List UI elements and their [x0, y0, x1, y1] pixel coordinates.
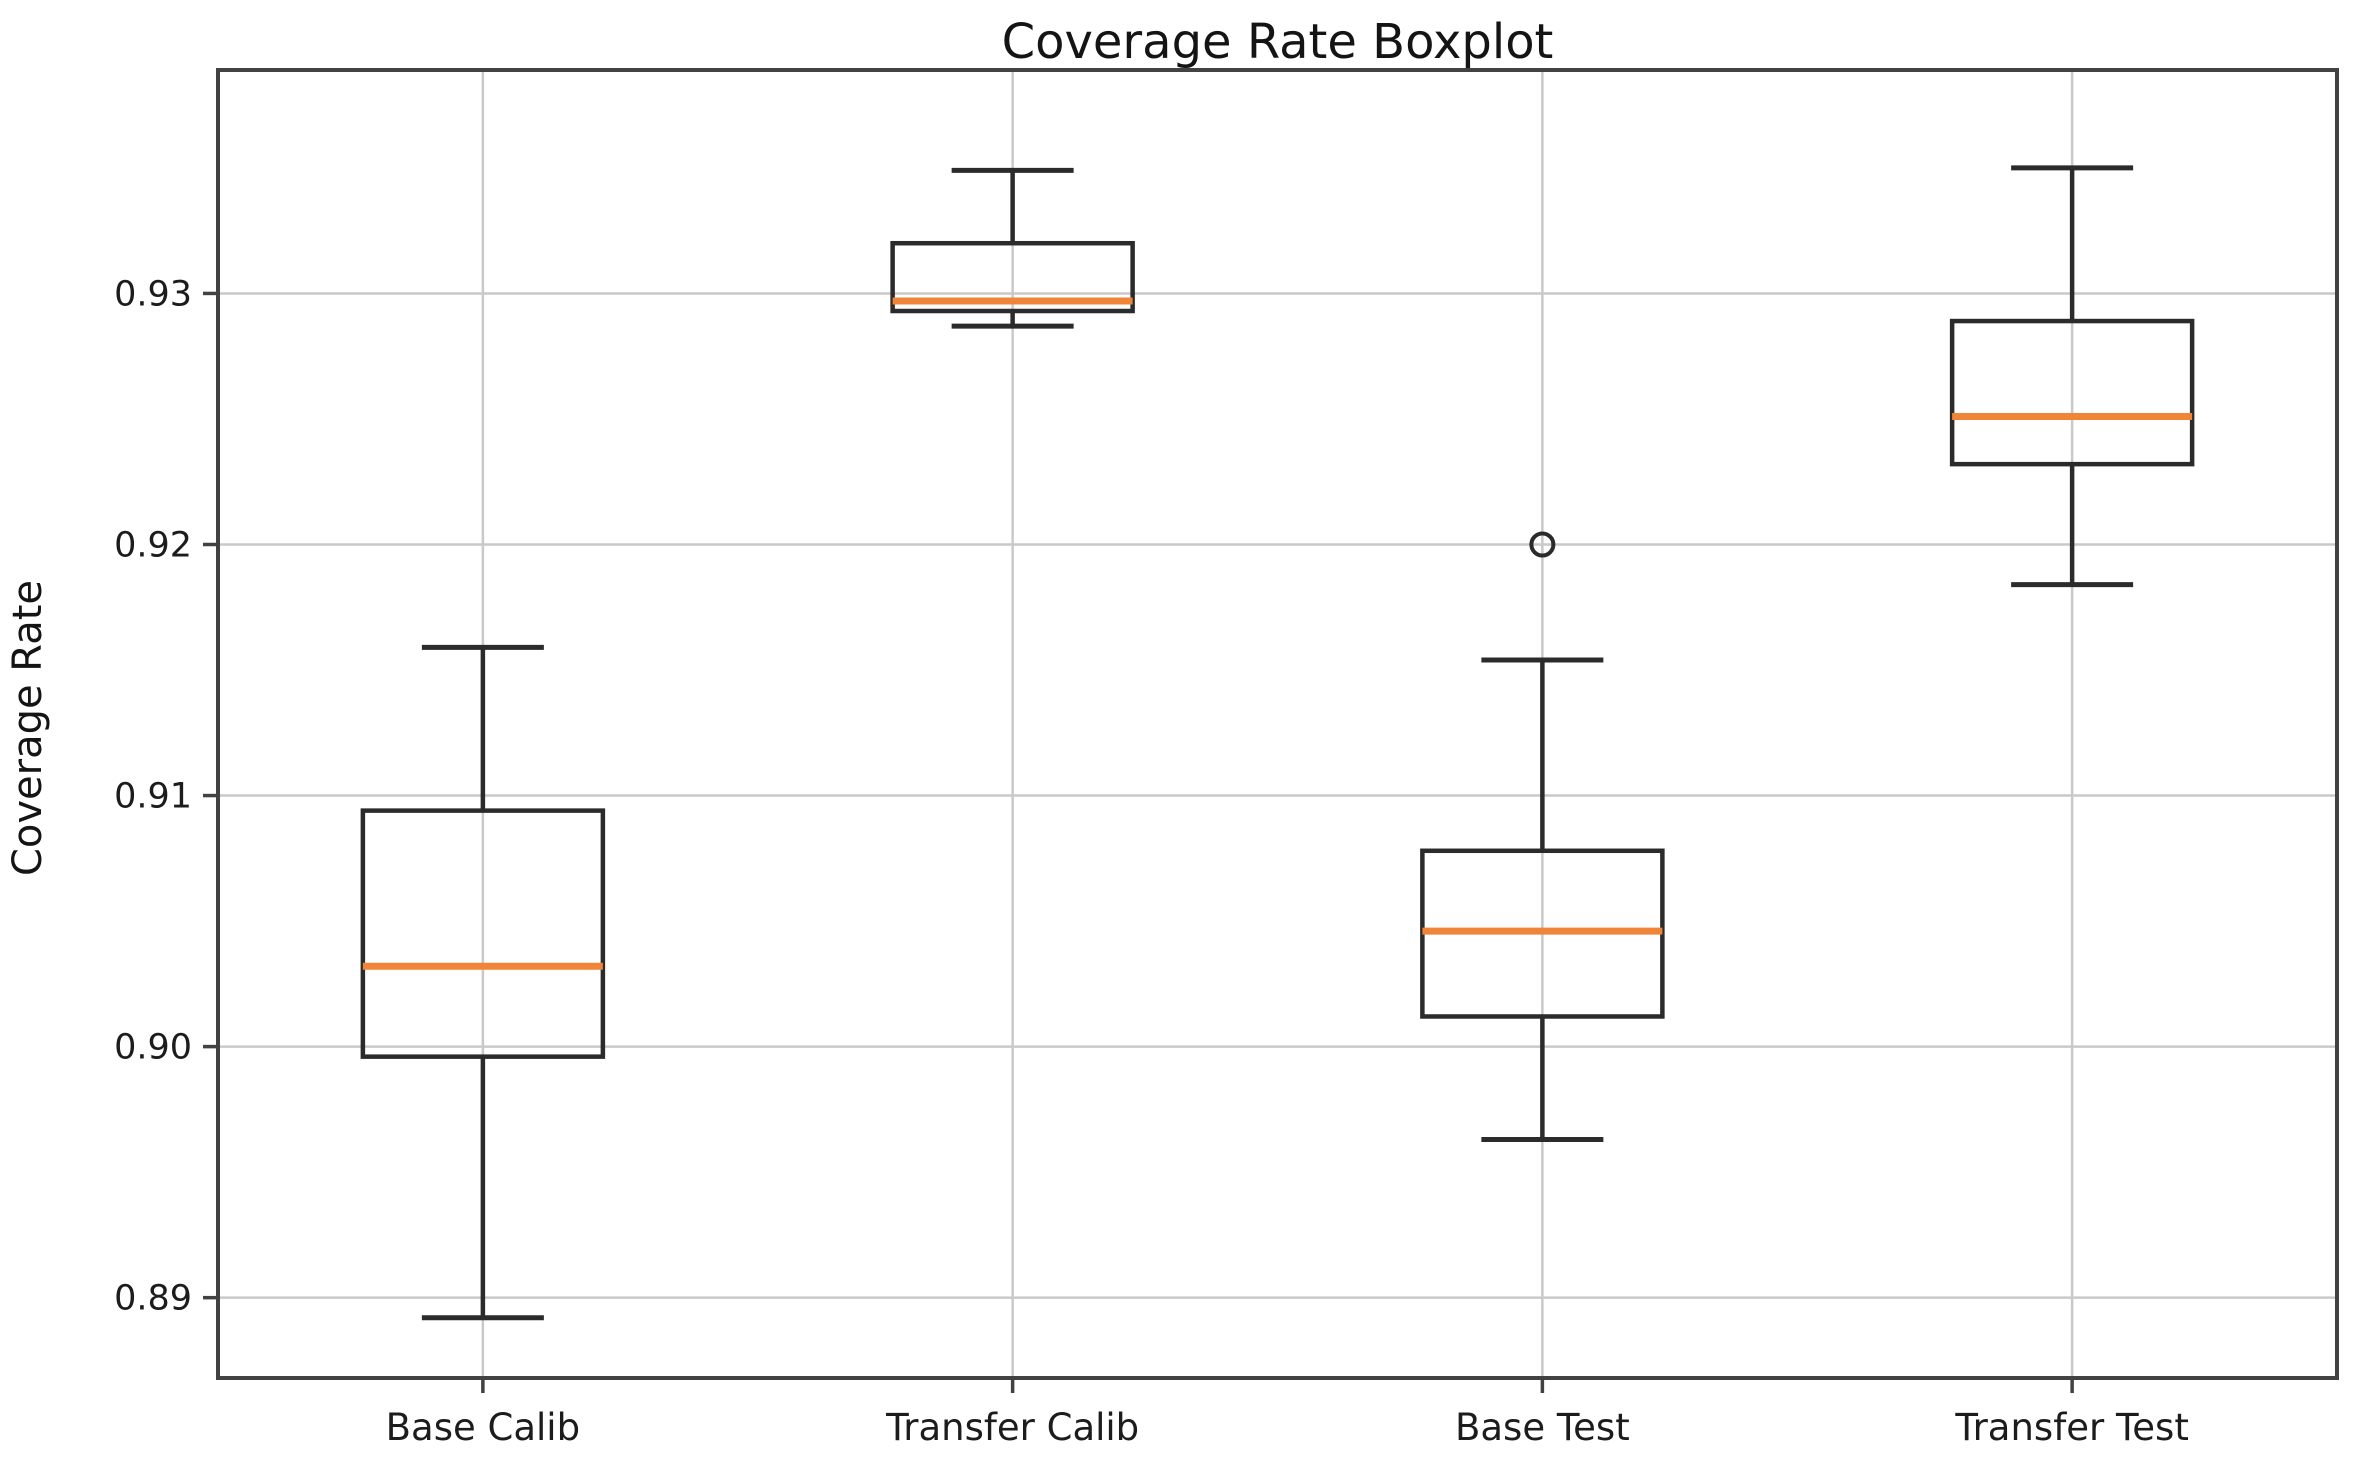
x-tick-label: Base Calib [386, 1406, 580, 1449]
axes-frame [216, 68, 2339, 1380]
x-tick-label: Transfer Test [1954, 1406, 2188, 1449]
boxplot-transfer-calib [890, 167, 1135, 329]
iqr-box [890, 240, 1135, 314]
iqr-box [360, 808, 606, 1059]
iqr-box [1949, 318, 2195, 467]
y-tick-label: 0.89 [114, 1279, 192, 1319]
boxplot-base-test [1420, 531, 1665, 1142]
x-tick-label: Transfer Calib [885, 1406, 1139, 1449]
y-tick-label: 0.91 [114, 777, 192, 817]
boxplot-transfer-test [1949, 165, 2195, 588]
x-tick-label: Base Test [1455, 1406, 1630, 1449]
chart-title: Coverage Rate Boxplot [1001, 14, 1554, 70]
outlier-point [1529, 531, 1556, 558]
y-tick-label: 0.90 [114, 1028, 192, 1068]
y-tick-label: 0.92 [114, 525, 192, 565]
y-tick-label: 0.93 [114, 274, 192, 314]
boxplot-base-calib [360, 644, 606, 1321]
